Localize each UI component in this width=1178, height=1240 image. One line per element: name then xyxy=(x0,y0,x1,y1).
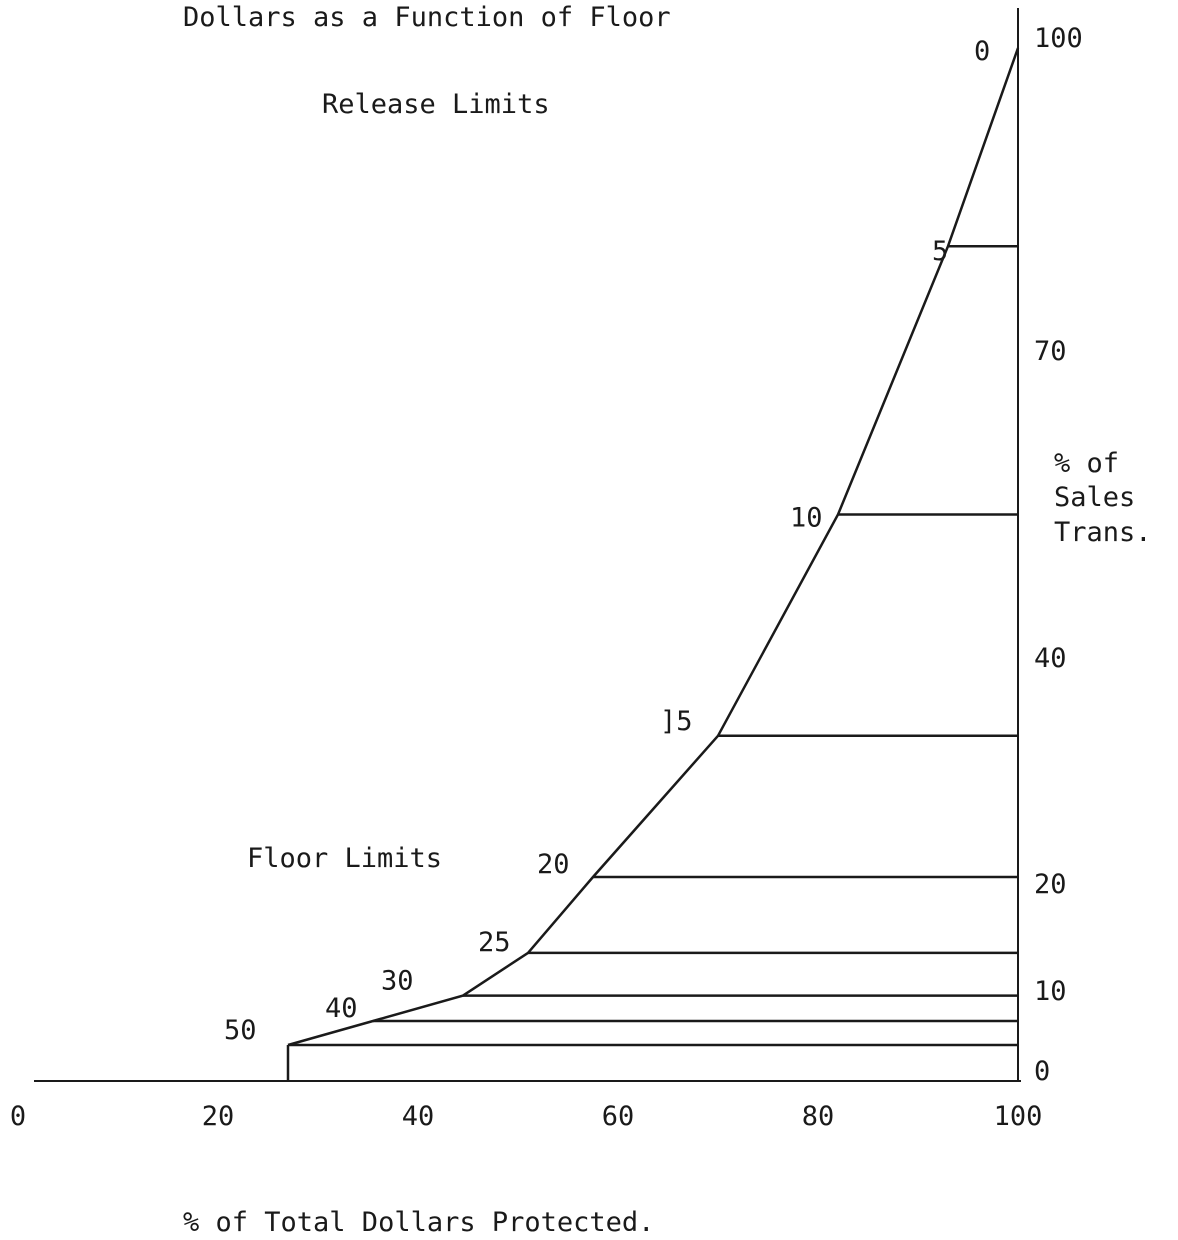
point-label-3: 30 xyxy=(381,966,414,997)
y-axis-label-line-1: % of xyxy=(1054,448,1119,479)
y-axis-label-line-2: Sales xyxy=(1054,482,1135,513)
y-tick-label-10: 10 xyxy=(1034,976,1067,1007)
point-label-1: 50 xyxy=(224,1015,257,1046)
y-tick-label-70: 70 xyxy=(1034,336,1067,367)
x-tick-label-20: 20 xyxy=(202,1101,235,1132)
x-tick-label-60: 60 xyxy=(602,1101,635,1132)
point-label-6: ]5 xyxy=(660,706,693,737)
x-axis-label: % of Total Dollars Protected. xyxy=(183,1207,654,1238)
point-label-9: 0 xyxy=(974,36,990,67)
chart-title-line-1: Dollars as a Function of Floor xyxy=(183,2,671,33)
x-tick-label-100: 100 xyxy=(994,1101,1043,1132)
point-label-8: 5 xyxy=(932,236,948,267)
x-tick-label-0: 0 xyxy=(10,1101,26,1132)
region-label-floor-limits: Floor Limits xyxy=(247,843,442,874)
point-label-7: 10 xyxy=(790,503,823,534)
point-label-5: 20 xyxy=(537,849,570,880)
point-label-2: 40 xyxy=(325,993,358,1024)
chart-title-line-2: Release Limits xyxy=(322,89,550,120)
y-tick-label-40: 40 xyxy=(1034,643,1067,674)
curve-layer xyxy=(287,47,1020,1047)
y-tick-label-100: 100 xyxy=(1034,23,1083,54)
series-line xyxy=(287,47,1020,1047)
x-tick-label-40: 40 xyxy=(402,1101,435,1132)
x-tick-label-80: 80 xyxy=(802,1101,835,1132)
point-label-4: 25 xyxy=(478,927,511,958)
y-tick-label-20: 20 xyxy=(1034,869,1067,900)
y-tick-label-0: 0 xyxy=(1034,1056,1050,1087)
level-lines xyxy=(286,244,1018,1081)
y-axis-label-line-3: Trans. xyxy=(1054,517,1152,548)
